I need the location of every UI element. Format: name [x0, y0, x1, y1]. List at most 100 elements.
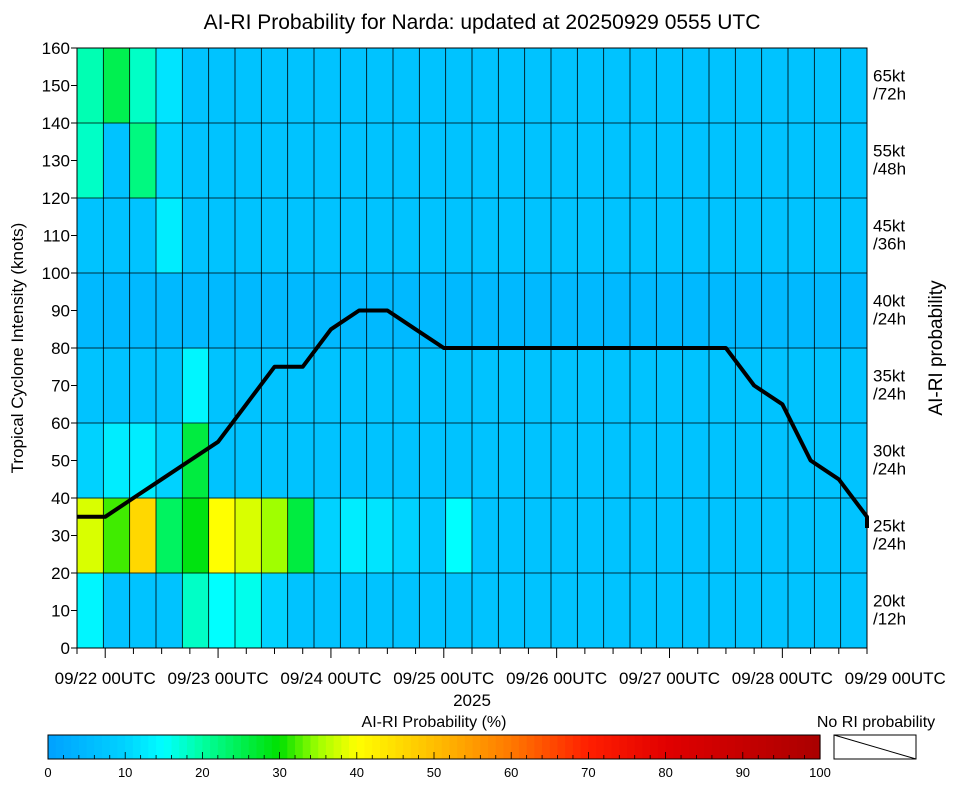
heatmap-cell: [603, 423, 631, 499]
heatmap-cell: [287, 273, 315, 349]
colorbar-segment: [302, 735, 312, 759]
heatmap-cell: [682, 423, 710, 499]
ri-threshold-label: 45kt/36h: [873, 217, 906, 254]
heatmap-cell: [656, 498, 684, 574]
heatmap-cell: [709, 573, 736, 649]
colorbar-segment: [549, 735, 559, 759]
colorbar-segment: [503, 735, 512, 759]
heatmap-cell: [182, 348, 210, 424]
heatmap-cell: [788, 198, 815, 274]
heatmap-cell: [682, 348, 710, 424]
colorbar-segment: [349, 735, 358, 759]
heatmap-cell: [761, 123, 789, 199]
heatmap-cell: [735, 348, 763, 424]
colorbar-segment: [210, 735, 219, 759]
heatmap-cell: [129, 48, 157, 124]
heatmap-cell: [103, 273, 131, 349]
heatmap-cell: [682, 573, 710, 649]
colorbar-segment: [102, 735, 111, 759]
colorbar-tick-label: 30: [272, 765, 286, 780]
heatmap-cell: [709, 48, 736, 124]
heatmap-cell: [419, 423, 447, 499]
heatmap-cell: [182, 123, 210, 199]
heatmap-cell: [129, 123, 157, 199]
y-axis: 0 10 20 30 40 50 60 70 80 90 100 110 120 130 140 150 160: [42, 39, 77, 658]
heatmap-cell: [603, 123, 631, 199]
heatmap-cell: [498, 48, 526, 124]
colorbar-segment: [202, 735, 211, 759]
heatmap-cell: [551, 48, 578, 124]
heatmap-cell: [419, 348, 447, 424]
colorbar-segment: [63, 735, 72, 759]
heatmap-cell: [524, 48, 552, 124]
heatmap-cell: [524, 123, 552, 199]
heatmap-cell: [709, 273, 736, 349]
heatmap-cell: [630, 423, 657, 499]
heatmap-cell: [103, 348, 131, 424]
colorbar-segment: [673, 735, 682, 759]
heatmap-cell: [577, 123, 605, 199]
heatmap-cell: [340, 48, 368, 124]
colorbar-segment: [665, 735, 674, 759]
colorbar-segment: [395, 735, 404, 759]
colorbar-segment: [264, 735, 273, 759]
heatmap-cell: [472, 573, 499, 649]
colorbar-segment: [642, 735, 651, 759]
colorbar-segment: [588, 735, 597, 759]
heatmap-cell: [129, 348, 157, 424]
heatmap-cell: [761, 423, 789, 499]
heatmap-cell: [287, 198, 315, 274]
heatmap-cell: [814, 198, 842, 274]
heatmap-cell: [77, 573, 104, 649]
heatmap-cell: [630, 573, 657, 649]
colorbar-segment: [333, 735, 342, 759]
heatmap-cell: [445, 423, 473, 499]
colorbar-segment: [279, 735, 288, 759]
x-axis: 09/22 00UTC 09/23 00UTC 09/24 00UTC 09/25 0…: [55, 648, 946, 688]
heatmap-cell: [735, 198, 763, 274]
ri-threshold-label: 30kt/24h: [873, 442, 906, 479]
heatmap-cell: [340, 423, 368, 499]
heatmap-cell: [419, 198, 447, 274]
heatmap-cell: [314, 348, 341, 424]
colorbar-segment: [271, 735, 281, 759]
ri-threshold-label: 35kt/24h: [873, 367, 906, 404]
y-tick-label: 140: [42, 114, 70, 133]
colorbar-segment: [596, 735, 605, 759]
heatmap-cell: [577, 498, 605, 574]
colorbar-segment: [488, 735, 497, 759]
heatmap-cell: [314, 573, 341, 649]
heatmap-cell: [630, 198, 657, 274]
colorbar-segment: [256, 735, 265, 759]
heatmap-cell: [498, 198, 526, 274]
colorbar-segment: [704, 735, 713, 759]
heatmap-cell: [682, 498, 710, 574]
heatmap-cell: [472, 498, 499, 574]
heatmap-cell: [366, 198, 394, 274]
heatmap-cell: [77, 273, 104, 349]
heatmap-cell: [551, 348, 578, 424]
colorbar-segment: [94, 735, 103, 759]
colorbar-segment: [765, 735, 775, 759]
y-tick-label: 120: [42, 189, 70, 208]
x-tick-label: 09/29 00UTC: [845, 669, 946, 688]
heatmap-cell: [340, 198, 368, 274]
ri-threshold-label: 25kt/24h: [873, 517, 906, 554]
colorbar-segment: [773, 735, 782, 759]
x-axis-label: 2025: [453, 691, 491, 710]
intensity-line-group: [77, 308, 869, 528]
heatmap-cell: [814, 498, 842, 574]
heatmap-cell: [393, 198, 420, 274]
colorbar-segment: [511, 735, 520, 759]
colorbar-segment: [619, 735, 628, 759]
heatmap-cell: [840, 48, 868, 124]
colorbar-segment: [194, 735, 203, 759]
heatmap-cell: [735, 123, 763, 199]
heatmap-cell: [287, 348, 315, 424]
heatmap-cell: [287, 123, 315, 199]
colorbar-segment: [572, 735, 582, 759]
heatmap-cell: [156, 123, 183, 199]
heatmap-cell: [235, 123, 262, 199]
heatmap-cell: [840, 348, 868, 424]
